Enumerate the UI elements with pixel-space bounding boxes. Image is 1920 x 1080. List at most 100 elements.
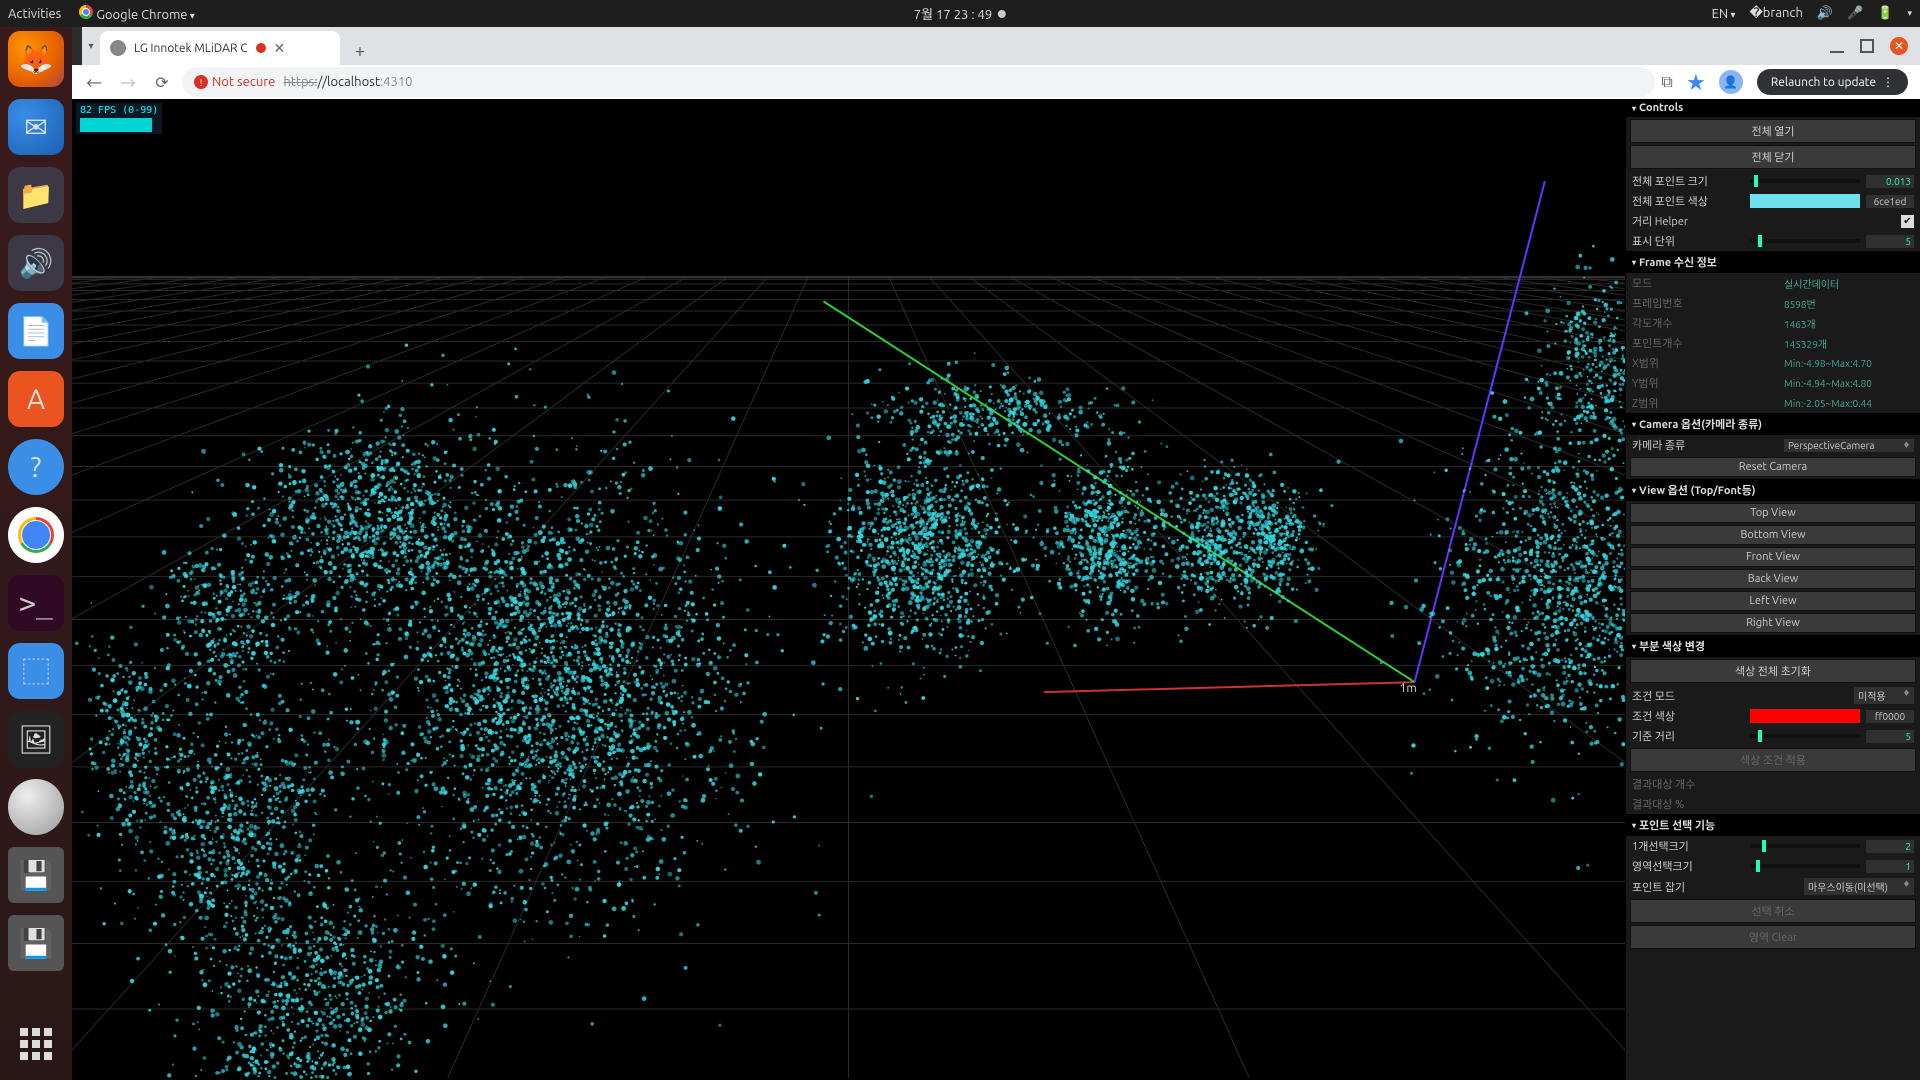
address-bar[interactable]: ! Not secure https://localhost:4310: [182, 67, 1655, 97]
lidar-viewport[interactable]: 82 FPS (0-99) 1m: [72, 99, 1625, 1080]
cond-color-swatch[interactable]: [1750, 709, 1860, 723]
not-secure-badge[interactable]: ! Not secure: [194, 75, 275, 89]
reload-button[interactable]: ⟳: [148, 68, 176, 96]
tab-search-icon[interactable]: ▾: [88, 40, 93, 52]
clock[interactable]: 7월 17 23 : 49: [914, 4, 992, 23]
point-size-label: 전체 포인트 크기: [1632, 173, 1744, 189]
launcher-image-viewer[interactable]: 🖼: [8, 711, 64, 767]
launcher-apps-grid[interactable]: [8, 1016, 64, 1072]
tab-favicon-icon: [110, 40, 126, 56]
section-point-select[interactable]: 포인트 선택 기능: [1626, 814, 1920, 836]
area-size-slider[interactable]: [1750, 864, 1860, 868]
system-menu-caret-icon[interactable]: ▾: [1907, 8, 1912, 19]
forward-button[interactable]: →: [114, 68, 142, 96]
window-minimize-button[interactable]: [1830, 39, 1844, 53]
area-clear-button[interactable]: 영역 Clear: [1630, 925, 1916, 949]
top-view-button[interactable]: Top View: [1630, 503, 1916, 523]
one-size-slider[interactable]: [1750, 844, 1860, 848]
unit-slider[interactable]: [1750, 239, 1860, 243]
base-dist-slider[interactable]: [1750, 734, 1860, 738]
launcher-unknown-sphere[interactable]: [8, 779, 64, 835]
app-menu[interactable]: Google Chrome: [79, 5, 194, 22]
relaunch-button[interactable]: Relaunch to update⋮: [1757, 69, 1908, 95]
volume-icon[interactable]: 🔊: [1817, 6, 1833, 21]
point-size-value[interactable]: 0.013: [1866, 175, 1914, 188]
launcher-rhythmbox[interactable]: 🔊: [8, 235, 64, 291]
launcher-usb-drive-1[interactable]: 💾: [8, 847, 64, 903]
back-view-button[interactable]: Back View: [1630, 569, 1916, 589]
recording-icon: [256, 43, 266, 53]
tab-close-button[interactable]: ✕: [274, 40, 286, 57]
cancel-select-button[interactable]: 선택 취소: [1630, 899, 1916, 923]
launcher-help[interactable]: ?: [8, 439, 64, 495]
tab-strip: ▾ LG Innotek MLiDAR C ✕ + ✕: [72, 27, 1920, 65]
lang-indicator[interactable]: EN: [1712, 7, 1736, 21]
launcher-chrome[interactable]: [8, 507, 64, 563]
mode-value: 실시간데이터: [1784, 276, 1914, 291]
pointcloud-canvas[interactable]: 1m: [72, 99, 1625, 1080]
launcher-firefox[interactable]: 🦊: [8, 31, 64, 87]
cast-icon[interactable]: ⧉: [1661, 73, 1672, 92]
one-size-value[interactable]: 2: [1866, 840, 1914, 853]
section-frame[interactable]: Frame 수신 정보: [1626, 251, 1920, 273]
launcher-software[interactable]: A: [8, 371, 64, 427]
window-close-button[interactable]: ✕: [1890, 37, 1908, 55]
launcher-usb-drive-2[interactable]: 💾: [8, 915, 64, 971]
gnome-topbar: Activities Google Chrome 7월 17 23 : 49 E…: [0, 0, 1920, 27]
launcher-thunderbird[interactable]: ✉: [8, 99, 64, 155]
point-color-swatch[interactable]: [1750, 194, 1860, 208]
launcher-screenshot[interactable]: ⬚: [8, 643, 64, 699]
point-size-slider[interactable]: [1750, 179, 1860, 183]
reset-camera-button[interactable]: Reset Camera: [1630, 457, 1916, 477]
tab-active[interactable]: LG Innotek MLiDAR C ✕: [100, 31, 340, 65]
chrome-window: ▾ LG Innotek MLiDAR C ✕ + ✕ ← → ⟳ ! Not …: [72, 27, 1920, 1080]
window-maximize-button[interactable]: [1860, 39, 1874, 53]
z-range-value: Min:-2.05~Max:0.44: [1784, 398, 1914, 409]
ubuntu-launcher: 🦊 ✉ 📁 🔊 📄 A ? >_ ⬚ 🖼 💾 💾: [0, 27, 72, 1080]
bottom-view-button[interactable]: Bottom View: [1630, 525, 1916, 545]
angle-value: 1463개: [1784, 316, 1914, 331]
new-tab-button[interactable]: +: [346, 37, 374, 65]
battery-icon[interactable]: 🔋: [1877, 6, 1893, 21]
frame-value: 8598번: [1784, 296, 1914, 311]
fps-counter: 82 FPS (0-99): [76, 103, 162, 134]
profile-avatar[interactable]: 👤: [1719, 70, 1743, 94]
unit-value[interactable]: 5: [1866, 235, 1914, 248]
unit-label: 표시 단위: [1632, 233, 1744, 249]
front-view-button[interactable]: Front View: [1630, 547, 1916, 567]
helper-checkbox[interactable]: ✔: [1901, 215, 1914, 228]
launcher-writer[interactable]: 📄: [8, 303, 64, 359]
activities-button[interactable]: Activities: [8, 7, 61, 21]
mic-icon[interactable]: 🎤: [1847, 6, 1863, 21]
open-all-button[interactable]: 전체 열기: [1630, 119, 1916, 143]
close-all-button[interactable]: 전체 닫기: [1630, 145, 1916, 169]
svg-text:1m: 1m: [1400, 682, 1417, 695]
cond-mode-select[interactable]: 미적용: [1854, 687, 1914, 704]
kebab-icon: ⋮: [1882, 75, 1894, 89]
area-size-value[interactable]: 1: [1866, 860, 1914, 873]
url-text: https://localhost:4310: [283, 75, 412, 89]
back-button[interactable]: ←: [80, 68, 108, 96]
right-view-button[interactable]: Right View: [1630, 613, 1916, 633]
network-icon[interactable]: �branch: [1749, 6, 1802, 21]
launcher-files[interactable]: 📁: [8, 167, 64, 223]
bookmark-star-icon[interactable]: ★: [1687, 69, 1705, 95]
section-partial-color[interactable]: 부분 색상 변경: [1626, 635, 1920, 657]
camera-kind-select[interactable]: PerspectiveCamera: [1784, 439, 1914, 452]
tab-title: LG Innotek MLiDAR C: [134, 42, 248, 55]
section-view[interactable]: View 옵션 (Top/Font등): [1626, 479, 1920, 501]
point-color-hex[interactable]: 6ce1ed: [1866, 195, 1914, 208]
launcher-terminal[interactable]: >_: [8, 575, 64, 631]
base-dist-value[interactable]: 5: [1866, 730, 1914, 743]
helper-label: 거리 Helper: [1632, 213, 1895, 229]
apply-color-button[interactable]: 색상 조건 적용: [1630, 748, 1916, 772]
section-camera[interactable]: Camera 옵션(카메라 종류): [1626, 413, 1920, 435]
left-view-button[interactable]: Left View: [1630, 591, 1916, 611]
reset-color-button[interactable]: 색상 전체 초기화: [1630, 659, 1916, 683]
cond-color-hex[interactable]: ff0000: [1866, 710, 1914, 723]
y-range-value: Min:-4.94~Max:4.80: [1784, 378, 1914, 389]
grab-mode-select[interactable]: 마우스이동(미선택): [1804, 878, 1914, 895]
controls-sidebar: Controls 전체 열기 전체 닫기 전체 포인트 크기 0.013 전체 …: [1625, 99, 1920, 1080]
section-controls[interactable]: Controls: [1626, 99, 1920, 117]
chrome-icon: [79, 5, 93, 19]
